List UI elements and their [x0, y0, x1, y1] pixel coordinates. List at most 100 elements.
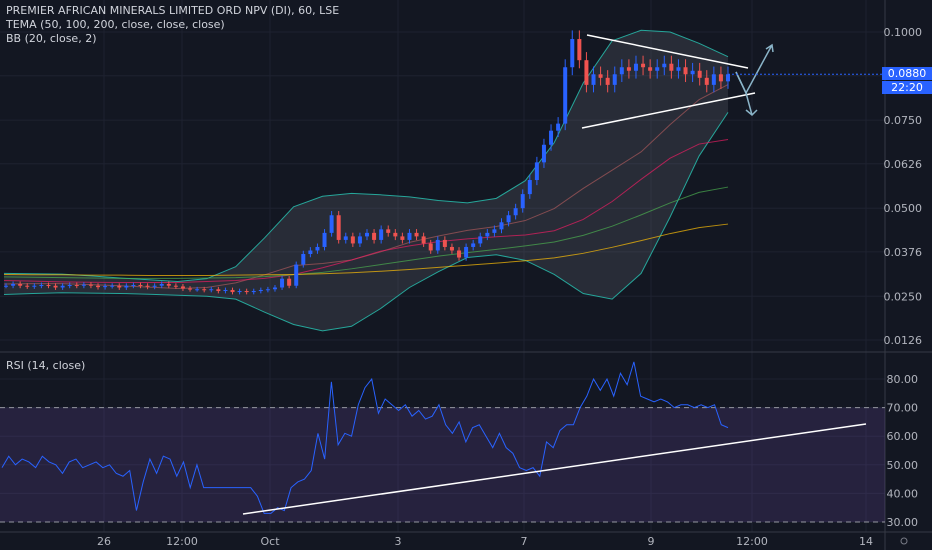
candle-body[interactable] — [223, 289, 228, 292]
candle-body[interactable] — [357, 236, 362, 244]
candle-body[interactable] — [534, 162, 539, 181]
candle-body[interactable] — [74, 285, 79, 287]
candle-body[interactable] — [697, 70, 702, 78]
settings-icon[interactable] — [900, 537, 908, 545]
candle-body[interactable] — [605, 77, 610, 85]
candle-body[interactable] — [315, 246, 320, 251]
candle-body[interactable] — [343, 236, 348, 240]
candle-body[interactable] — [258, 289, 263, 292]
candle-body[interactable] — [145, 285, 150, 287]
candle-body[interactable] — [265, 289, 270, 291]
candle-body[interactable] — [372, 232, 377, 240]
candle-body[interactable] — [648, 67, 653, 71]
candle-body[interactable] — [598, 74, 603, 78]
candle-body[interactable] — [301, 254, 306, 265]
candle-body[interactable] — [563, 67, 568, 124]
candle-body[interactable] — [464, 246, 469, 258]
rsi-legend[interactable]: RSI (14, close) — [6, 359, 86, 372]
candle-body[interactable] — [4, 285, 8, 287]
candle-body[interactable] — [683, 67, 688, 75]
candle-body[interactable] — [32, 285, 37, 287]
candle-body[interactable] — [18, 283, 23, 286]
rsi-support-trendline[interactable] — [242, 423, 867, 515]
candle-body[interactable] — [428, 243, 433, 251]
candle-body[interactable] — [471, 243, 476, 247]
candle-body[interactable] — [421, 236, 426, 244]
candle-body[interactable] — [138, 285, 143, 287]
candle-body[interactable] — [209, 289, 214, 291]
tema-legend[interactable]: TEMA (50, 100, 200, close, close, close) — [6, 18, 225, 31]
candle-body[interactable] — [272, 287, 277, 290]
candle-body[interactable] — [676, 67, 681, 71]
candle-body[interactable] — [46, 285, 51, 287]
projection-arrow-up[interactable] — [735, 44, 773, 95]
candle-body[interactable] — [556, 123, 561, 131]
rsi-line[interactable] — [1, 361, 729, 514]
candle-body[interactable] — [577, 39, 582, 61]
triangle-upper-trendline[interactable] — [586, 34, 749, 69]
candle-body[interactable] — [280, 278, 285, 288]
candle-body[interactable] — [485, 232, 490, 237]
candle-body[interactable] — [110, 285, 115, 287]
candle-body[interactable] — [619, 67, 624, 75]
candle-body[interactable] — [407, 232, 412, 240]
candle-body[interactable] — [216, 289, 221, 292]
candle-body[interactable] — [117, 285, 122, 288]
candle-body[interactable] — [195, 289, 200, 291]
candle-body[interactable] — [131, 285, 136, 287]
candle-body[interactable] — [244, 291, 249, 293]
tema-50-line[interactable] — [3, 138, 729, 284]
candle-body[interactable] — [173, 285, 178, 287]
projection-arrow-down[interactable] — [735, 71, 753, 116]
tema-200-line[interactable] — [3, 223, 729, 277]
candle-body[interactable] — [365, 232, 369, 237]
candle-body[interactable] — [287, 278, 292, 286]
candle-body[interactable] — [626, 67, 631, 71]
candle-body[interactable] — [541, 144, 546, 163]
candle-body[interactable] — [322, 232, 327, 247]
candle-body[interactable] — [251, 291, 256, 293]
candle-body[interactable] — [124, 285, 129, 288]
candle-body[interactable] — [584, 60, 589, 85]
candle-body[interactable] — [152, 285, 157, 287]
candle-body[interactable] — [96, 285, 101, 288]
candle-body[interactable] — [641, 63, 646, 68]
candle-body[interactable] — [633, 63, 638, 71]
candle-body[interactable] — [442, 239, 447, 247]
candle-body[interactable] — [612, 74, 617, 85]
candle-body[interactable] — [435, 239, 440, 251]
candle-body[interactable] — [690, 70, 695, 75]
triangle-lower-trendline[interactable] — [581, 92, 756, 129]
candle-body[interactable] — [400, 236, 405, 240]
candle-body[interactable] — [103, 286, 108, 288]
candle-body[interactable] — [527, 180, 532, 195]
candle-body[interactable] — [230, 289, 235, 293]
candle-body[interactable] — [39, 285, 44, 287]
candle-body[interactable] — [718, 74, 723, 82]
candle-body[interactable] — [81, 284, 86, 286]
candle-body[interactable] — [711, 74, 716, 85]
candle-body[interactable] — [506, 215, 511, 223]
candle-body[interactable] — [237, 291, 242, 293]
candle-body[interactable] — [329, 215, 334, 233]
candle-body[interactable] — [549, 130, 554, 145]
candle-body[interactable] — [386, 229, 391, 233]
bb-legend[interactable]: BB (20, close, 2) — [6, 32, 97, 45]
candle-body[interactable] — [520, 194, 525, 209]
candle-body[interactable] — [457, 250, 462, 258]
candle-body[interactable] — [202, 289, 207, 291]
candle-body[interactable] — [570, 39, 575, 68]
candle-body[interactable] — [188, 288, 193, 290]
candle-body[interactable] — [655, 67, 660, 71]
candle-body[interactable] — [159, 283, 164, 286]
candle-body[interactable] — [478, 236, 483, 244]
candle-body[interactable] — [449, 246, 454, 251]
candle-body[interactable] — [67, 285, 72, 287]
candle-body[interactable] — [492, 229, 497, 233]
candle-body[interactable] — [53, 285, 58, 288]
candle-body[interactable] — [60, 285, 65, 288]
candle-body[interactable] — [294, 264, 299, 286]
candle-body[interactable] — [393, 232, 398, 237]
